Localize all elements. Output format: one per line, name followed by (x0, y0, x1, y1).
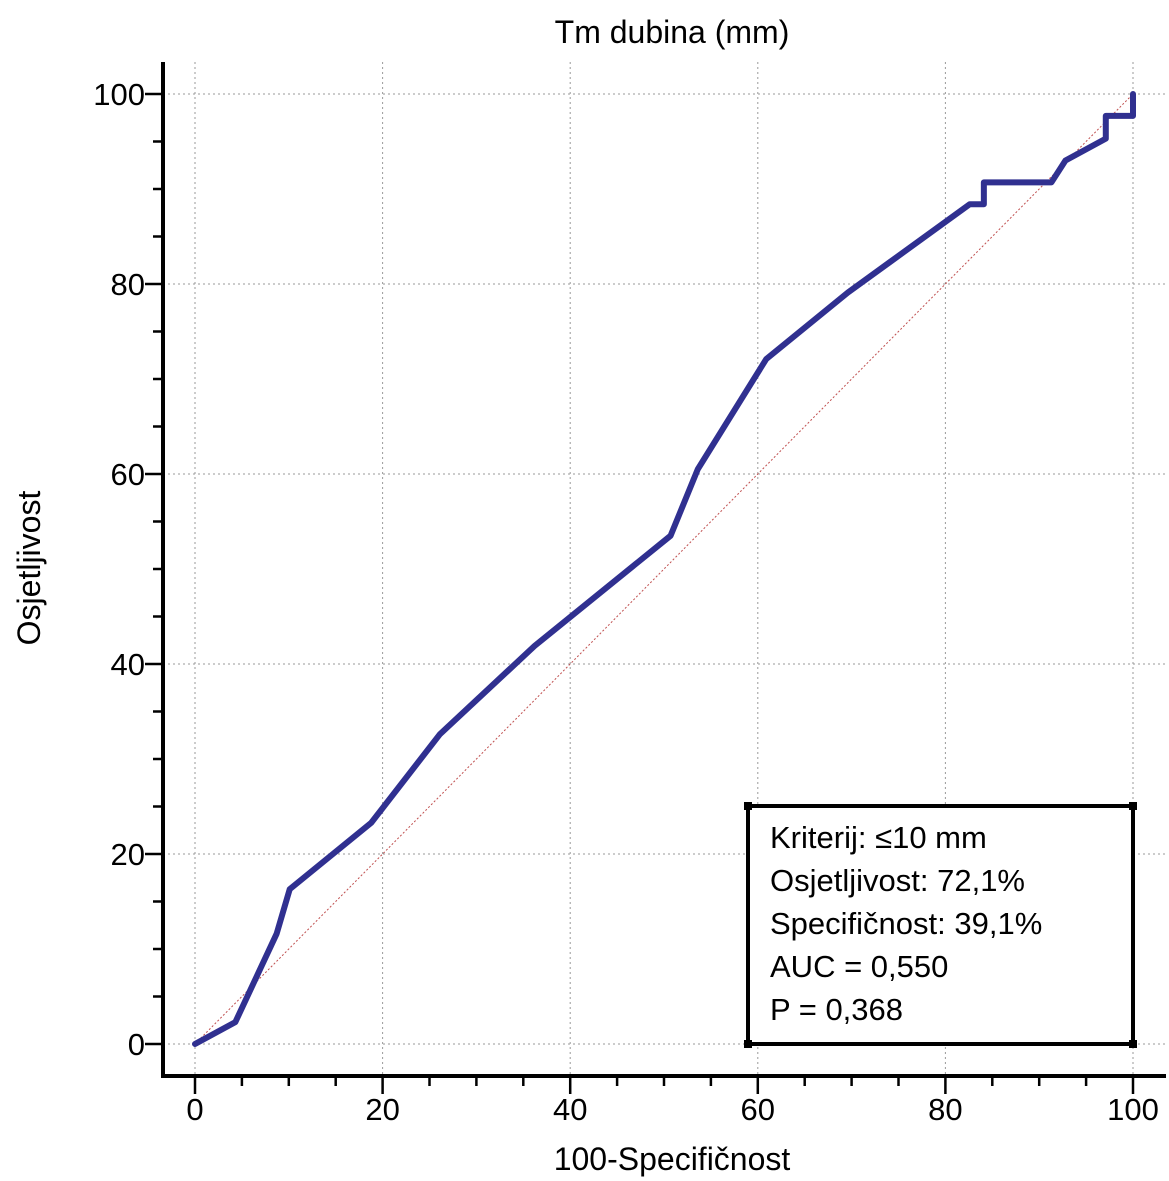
roc-curve-line (192, 91, 1136, 1047)
chart-title: Tm dubina (mm) (555, 14, 790, 50)
y-tick-label: 0 (128, 1027, 145, 1062)
info-box-line: Kriterij: ≤10 mm (770, 820, 987, 855)
x-tick-label: 0 (186, 1092, 203, 1127)
y-tick-label: 20 (111, 837, 145, 872)
reference-line (194, 93, 1134, 1045)
x-tick-label: 20 (365, 1092, 399, 1127)
x-tick-label: 100 (1107, 1092, 1159, 1127)
info-box-line: P = 0,368 (770, 992, 903, 1027)
roc-curve (192, 91, 1136, 1047)
info-box-handle (744, 1040, 752, 1048)
info-box-handle (744, 802, 752, 810)
y-tick-label: 60 (111, 457, 145, 492)
info-box-frame (746, 804, 1135, 1046)
x-tick-label: 60 (741, 1092, 775, 1127)
x-tick-label: 40 (553, 1092, 587, 1127)
x-tick-label: 80 (928, 1092, 962, 1127)
info-box-line: Osjetljivost: 72,1% (770, 863, 1025, 898)
y-tick-label: 80 (111, 267, 145, 302)
axes: 0 20 40 60 80 100 0 20 40 60 80 100 (93, 62, 1166, 1127)
info-box-handle (1129, 802, 1137, 810)
y-tick-label: 100 (93, 77, 145, 112)
info-box-handle (1129, 1040, 1137, 1048)
x-axis-label: 100-Specifičnost (554, 1141, 791, 1177)
info-box-line: AUC = 0,550 (770, 949, 948, 984)
info-box-line: Specifičnost: 39,1% (770, 906, 1042, 941)
diagonal-reference-line (194, 93, 1134, 1045)
y-axis-label: Osjetljivost (11, 491, 47, 646)
y-tick-label: 40 (111, 647, 145, 682)
info-box: Kriterij: ≤10 mm Osjetljivost: 72,1% Speci… (744, 802, 1137, 1048)
